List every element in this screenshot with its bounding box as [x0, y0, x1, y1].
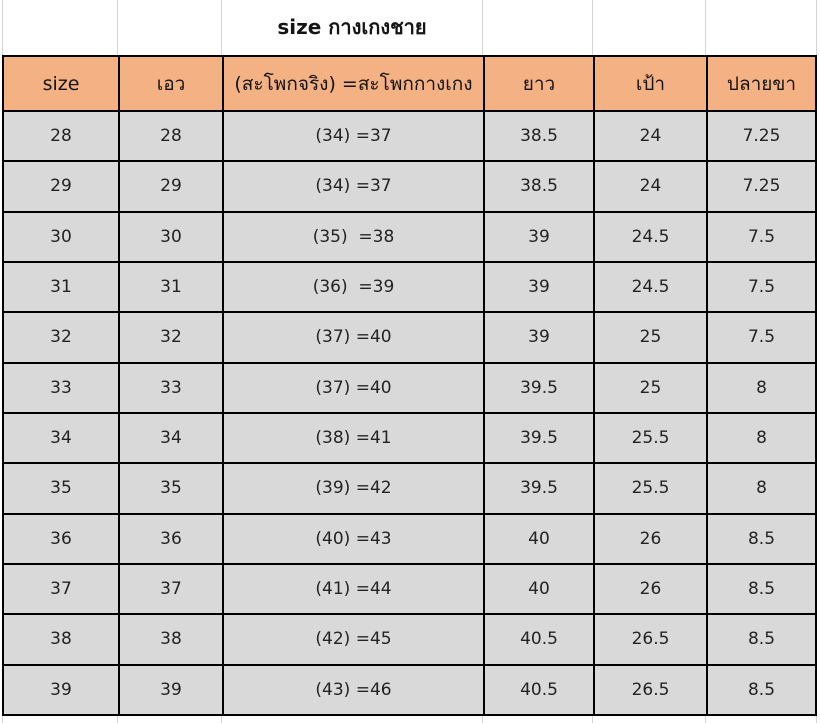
table-cell: 25	[595, 363, 706, 412]
table-cell: 36	[120, 514, 222, 563]
gridline-cell	[593, 0, 706, 55]
table-cell: 8.5	[708, 514, 815, 563]
table-cell: 7.5	[708, 262, 815, 312]
table-cell: (34) =37	[224, 112, 483, 161]
gridline-cell	[706, 716, 817, 723]
table-cell: 8.5	[708, 665, 815, 714]
table-cell: 35	[4, 464, 118, 513]
table-cell: 8	[708, 363, 815, 412]
table-cell: (35) =38	[224, 212, 483, 261]
table-cell: (38) =41	[224, 413, 483, 463]
title-row: size กางเกงชาย	[2, 0, 817, 55]
table-cell: 35	[120, 464, 222, 513]
table-cell: (41) =44	[224, 564, 483, 614]
header-cell: ยาว	[485, 57, 593, 110]
header-cell: เอว	[120, 57, 222, 110]
table-cell: 40.5	[485, 615, 593, 664]
table-cell: 39	[4, 665, 118, 714]
table-cell: 40.5	[485, 665, 593, 714]
table-cell: 7.25	[708, 162, 815, 211]
table-cell: 8.5	[708, 615, 815, 664]
table-cell: 39	[485, 212, 593, 261]
gridline-cell	[118, 716, 222, 723]
table-cell: 26.5	[595, 615, 706, 664]
table-cell: 38.5	[485, 112, 593, 161]
table-cell: 7.25	[708, 112, 815, 161]
table-cell: 25.5	[595, 413, 706, 463]
table-cell: 38	[120, 615, 222, 664]
page-title: size กางเกงชาย	[277, 14, 427, 39]
gridline-cell	[118, 0, 222, 55]
table-cell: 31	[4, 262, 118, 312]
table-cell: 36	[4, 514, 118, 563]
table-cell: 38	[4, 615, 118, 664]
gridline-cell	[706, 0, 817, 55]
table-cell: 30	[4, 212, 118, 261]
table-cell: 38.5	[485, 162, 593, 211]
table-cell: 24	[595, 112, 706, 161]
table-cell: (37) =40	[224, 313, 483, 362]
table-cell: 8	[708, 413, 815, 463]
table-cell: 39	[485, 313, 593, 362]
table-cell: 39	[120, 665, 222, 714]
table-cell: 28	[120, 112, 222, 161]
table-cell: 7.5	[708, 313, 815, 362]
table-cell: (43) =46	[224, 665, 483, 714]
table-cell: 7.5	[708, 212, 815, 261]
table-cell: 24.5	[595, 262, 706, 312]
header-cell: (สะโพกจริง) =สะโพกกางเกง	[224, 57, 483, 110]
table-cell: 29	[4, 162, 118, 211]
table-cell: 26	[595, 564, 706, 614]
gridline-cell	[483, 716, 593, 723]
table-cell: 24	[595, 162, 706, 211]
table-cell: 32	[120, 313, 222, 362]
table-cell: (37) =40	[224, 363, 483, 412]
table-cell: 8	[708, 464, 815, 513]
table-cell: 31	[120, 262, 222, 312]
table-cell: 39.5	[485, 363, 593, 412]
table-cell: 34	[4, 413, 118, 463]
table-cell: 34	[120, 413, 222, 463]
table-cell: 26	[595, 514, 706, 563]
header-cell: size	[4, 57, 118, 110]
table-cell: 39.5	[485, 413, 593, 463]
gridline-cell	[593, 716, 706, 723]
gridline-cell	[222, 716, 483, 723]
table-cell: 40	[485, 564, 593, 614]
table-cell: 33	[4, 363, 118, 412]
table-cell: (34) =37	[224, 162, 483, 211]
header-cell: ปลายขา	[708, 57, 815, 110]
table-cell: (40) =43	[224, 514, 483, 563]
table-cell: 33	[120, 363, 222, 412]
table-cell: 40	[485, 514, 593, 563]
gridline-cell	[2, 0, 118, 55]
gridline-cell	[2, 716, 118, 723]
table-cell: 37	[4, 564, 118, 614]
table-cell: 28	[4, 112, 118, 161]
size-table: size เอว (สะโพกจริง) =สะโพกกางเกง ยาว เป้า ปล…	[2, 55, 817, 716]
table-cell: 32	[4, 313, 118, 362]
table-cell: 39	[485, 262, 593, 312]
gridline-cell	[483, 0, 593, 55]
table-cell: (36) =39	[224, 262, 483, 312]
table-cell: (42) =45	[224, 615, 483, 664]
table-cell: 8.5	[708, 564, 815, 614]
table-cell: 25	[595, 313, 706, 362]
table-cell: 37	[120, 564, 222, 614]
table-cell: 24.5	[595, 212, 706, 261]
table-cell: 39.5	[485, 464, 593, 513]
table-cell: (39) =42	[224, 464, 483, 513]
table-cell: 30	[120, 212, 222, 261]
bottom-gridline-strip	[2, 716, 817, 723]
table-cell: 29	[120, 162, 222, 211]
table-cell: 25.5	[595, 464, 706, 513]
header-cell: เป้า	[595, 57, 706, 110]
title-cell: size กางเกงชาย	[222, 0, 483, 55]
table-cell: 26.5	[595, 665, 706, 714]
